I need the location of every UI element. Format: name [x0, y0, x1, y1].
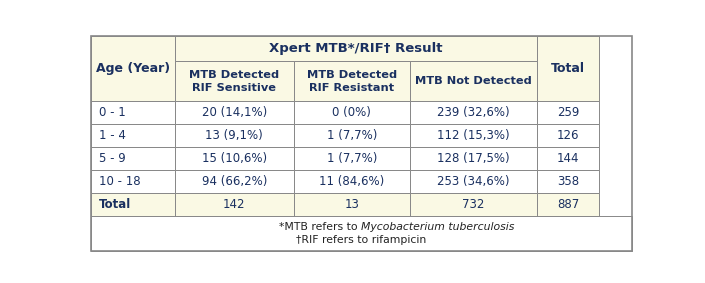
Bar	[175, 124, 294, 147]
Bar	[91, 101, 175, 124]
Bar	[410, 124, 537, 147]
Bar	[537, 193, 599, 216]
Bar	[410, 147, 537, 170]
Text: 94 (66,2%): 94 (66,2%)	[202, 175, 267, 188]
Text: 144: 144	[557, 152, 580, 165]
Text: 239 (32,6%): 239 (32,6%)	[437, 106, 510, 119]
Text: MTB Detected
RIF Sensitive: MTB Detected RIF Sensitive	[189, 70, 279, 93]
Text: Total: Total	[99, 198, 132, 211]
Text: 10 - 18: 10 - 18	[99, 175, 141, 188]
Text: 13 (9,1%): 13 (9,1%)	[205, 129, 263, 142]
Text: 0 - 1: 0 - 1	[99, 106, 126, 119]
Text: MTB Not Detected: MTB Not Detected	[415, 76, 532, 86]
Text: †RIF refers to rifampicin: †RIF refers to rifampicin	[296, 235, 427, 245]
Text: 128 (17,5%): 128 (17,5%)	[437, 152, 510, 165]
Text: 1 - 4: 1 - 4	[99, 129, 126, 142]
Text: 358: 358	[557, 175, 580, 188]
Bar	[91, 216, 632, 251]
Bar	[410, 170, 537, 193]
Text: 20 (14,1%): 20 (14,1%)	[202, 106, 266, 119]
Text: 126: 126	[557, 129, 580, 142]
Bar	[537, 36, 599, 101]
Bar	[175, 170, 294, 193]
Bar	[175, 147, 294, 170]
Text: 259: 259	[557, 106, 580, 119]
Bar	[410, 61, 537, 101]
Text: Total: Total	[551, 62, 585, 75]
Bar	[91, 170, 175, 193]
Text: 13: 13	[345, 198, 360, 211]
Text: 5 - 9: 5 - 9	[99, 152, 126, 165]
Bar	[294, 170, 410, 193]
Bar	[91, 124, 175, 147]
Bar	[294, 193, 410, 216]
Bar	[91, 193, 175, 216]
Text: 15 (10,6%): 15 (10,6%)	[202, 152, 266, 165]
Bar	[91, 36, 175, 101]
Bar	[294, 147, 410, 170]
Text: Xpert MTB*/RIF† Result: Xpert MTB*/RIF† Result	[269, 42, 443, 55]
Bar	[410, 193, 537, 216]
Text: 253 (34,6%): 253 (34,6%)	[437, 175, 510, 188]
Text: 0 (0%): 0 (0%)	[333, 106, 372, 119]
Bar	[175, 61, 294, 101]
Text: 11 (84,6%): 11 (84,6%)	[319, 175, 384, 188]
Bar	[175, 36, 537, 61]
Bar	[410, 101, 537, 124]
Text: 887: 887	[557, 198, 580, 211]
Bar	[537, 101, 599, 124]
Bar	[175, 101, 294, 124]
Bar	[175, 193, 294, 216]
Text: 112 (15,3%): 112 (15,3%)	[437, 129, 510, 142]
Text: Mycobacterium tuberculosis: Mycobacterium tuberculosis	[362, 222, 515, 232]
Bar	[294, 101, 410, 124]
Text: 1 (7,7%): 1 (7,7%)	[326, 129, 377, 142]
Bar	[537, 170, 599, 193]
Bar	[294, 124, 410, 147]
Text: *MTB refers to: *MTB refers to	[279, 222, 362, 232]
Text: MTB Detected
RIF Resistant: MTB Detected RIF Resistant	[307, 70, 397, 93]
Text: 142: 142	[223, 198, 245, 211]
Text: 1 (7,7%): 1 (7,7%)	[326, 152, 377, 165]
Bar	[537, 147, 599, 170]
Text: 732: 732	[462, 198, 485, 211]
Text: Age (Year): Age (Year)	[96, 62, 170, 75]
Bar	[91, 147, 175, 170]
Bar	[537, 124, 599, 147]
Bar	[294, 61, 410, 101]
